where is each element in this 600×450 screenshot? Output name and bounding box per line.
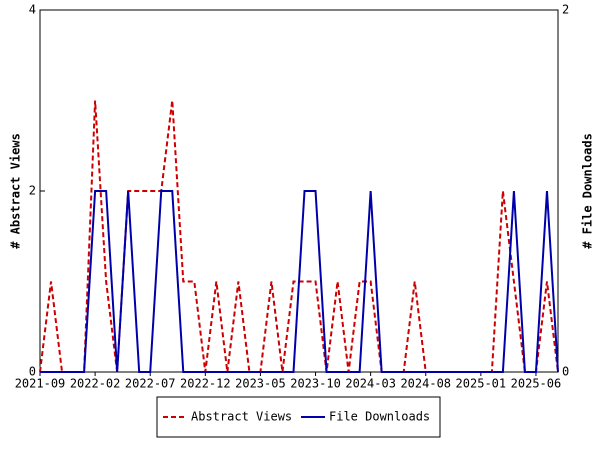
x-tick-label: 2023-05 (235, 377, 286, 391)
x-tick-label: 2022-07 (125, 377, 176, 391)
x-tick-label: 2023-10 (290, 377, 341, 391)
legend (156, 396, 441, 438)
x-tick-label: 2024-03 (345, 377, 396, 391)
y2-tick-label: 0 (562, 365, 569, 379)
y-tick-label: 0 (29, 365, 36, 379)
x-tick-label: 2024-08 (400, 377, 451, 391)
y-tick-label: 4 (29, 3, 36, 17)
y2-axis-label: # File Downloads (581, 133, 595, 249)
series-line (39, 100, 559, 373)
y2-tick-label: 2 (562, 3, 569, 17)
y-tick-label: 2 (29, 184, 36, 198)
y-axis-label: # Abstract Views (9, 133, 23, 249)
x-tick-label: 2022-12 (180, 377, 231, 391)
series-line (40, 190, 559, 373)
legend-label: Abstract Views (191, 410, 292, 424)
plot-frame (39, 9, 559, 373)
x-tick-label: 2021-09 (15, 377, 66, 391)
x-tick-label: 2025-01 (456, 377, 507, 391)
x-tick-label: 2025-06 (511, 377, 562, 391)
legend-label: File Downloads (329, 410, 430, 424)
x-tick-label: 2022-02 (70, 377, 121, 391)
